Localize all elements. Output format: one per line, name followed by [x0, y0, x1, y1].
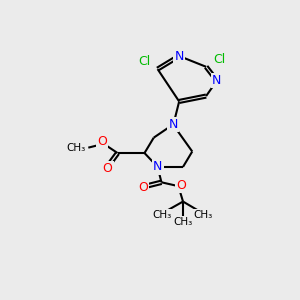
Text: N: N	[212, 74, 222, 87]
Text: O: O	[97, 135, 107, 148]
Text: O: O	[138, 181, 148, 194]
Text: CH₃: CH₃	[194, 210, 213, 220]
Text: O: O	[103, 162, 112, 175]
Text: N: N	[153, 160, 162, 173]
Text: N: N	[175, 50, 184, 62]
Text: CH₃: CH₃	[153, 210, 172, 220]
Text: Cl: Cl	[213, 52, 225, 66]
Text: Cl: Cl	[138, 55, 151, 68]
Text: O: O	[176, 179, 186, 192]
Text: CH₃: CH₃	[67, 143, 86, 153]
Text: CH₃: CH₃	[173, 217, 193, 227]
Text: N: N	[168, 118, 178, 131]
